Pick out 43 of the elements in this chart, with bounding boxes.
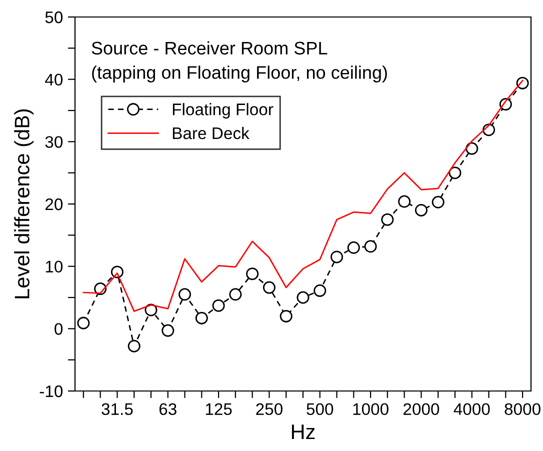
point [314, 284, 326, 297]
point [296, 291, 310, 304]
y-axis-title: Level difference (dB) [14, 109, 34, 298]
x-tick-label: 500 [306, 403, 334, 416]
point [466, 142, 478, 155]
point [414, 204, 428, 216]
point [432, 196, 444, 208]
x-tick-label: 1000 [353, 403, 388, 416]
point [398, 195, 411, 208]
point [77, 316, 90, 330]
annotation: Source - Receiver Room SPL [92, 41, 328, 55]
y-tick-label: 10 [46, 260, 63, 273]
x-tick-label: 125 [206, 403, 232, 416]
point [162, 324, 174, 337]
legend-label: Floating Floor [172, 103, 274, 119]
x-tick-label: 31.5 [102, 403, 133, 416]
x-tick-label: 8000 [504, 403, 540, 416]
point [195, 312, 208, 324]
y-tick-label: 50 [45, 11, 63, 24]
x-tick-label: 250 [256, 403, 282, 416]
x-tick-label: 2000 [404, 403, 440, 416]
x-tick-label: 63 [159, 403, 176, 416]
point [246, 268, 259, 280]
point [178, 288, 192, 301]
annotation: (tapping on Floating Floor, no ceiling) [92, 66, 387, 82]
y-tick-label: 30 [45, 136, 63, 148]
point [448, 166, 462, 180]
y-tick-label: -10 [40, 385, 63, 398]
point [128, 340, 140, 352]
point [381, 213, 394, 226]
point [364, 240, 377, 253]
y-tick-label: 0 [54, 323, 63, 335]
y-tick-label: 40 [45, 74, 63, 86]
point [229, 288, 242, 301]
x-tick-label: 4000 [454, 403, 490, 416]
point [262, 281, 276, 294]
point [280, 310, 292, 322]
point [330, 250, 344, 264]
point [347, 241, 360, 254]
point [212, 299, 225, 312]
x-axis-title: Hz [292, 424, 315, 439]
legend-label: Bare Deck [172, 126, 250, 140]
y-tick-label: 20 [45, 198, 63, 210]
